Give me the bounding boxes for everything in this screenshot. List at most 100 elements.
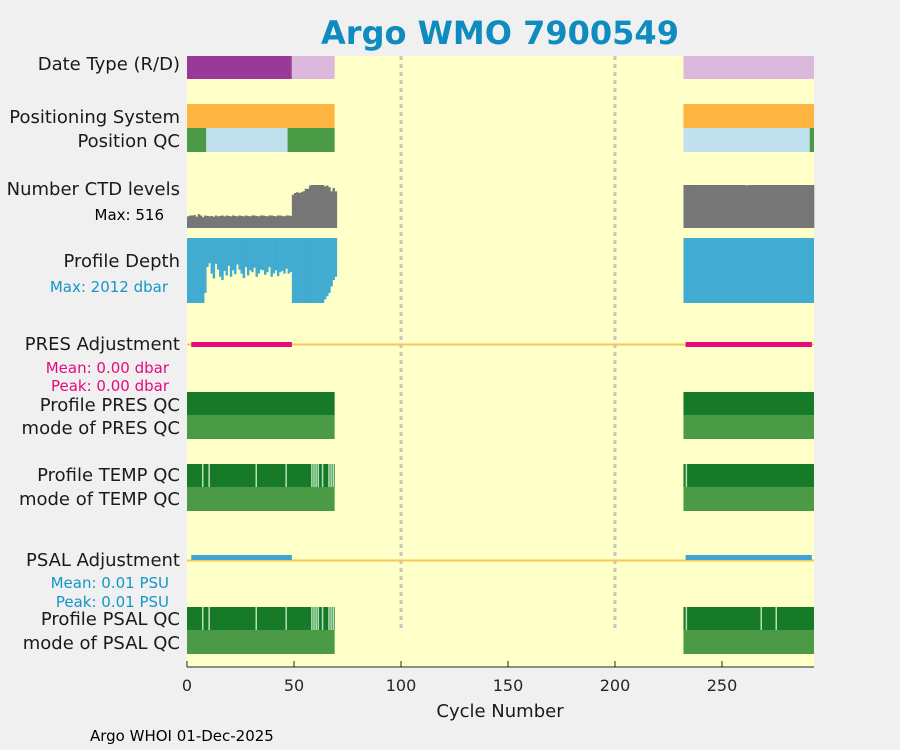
- ctd-levels-late-bar-272: [769, 185, 772, 228]
- ctd-levels-late-bar-285: [796, 185, 800, 228]
- ctd-levels-bar-37: [266, 216, 269, 228]
- ctd-levels-bar-7: [201, 217, 205, 228]
- profile-depth-bar-55: [304, 238, 308, 303]
- profile-depth-bar-18: [225, 238, 228, 276]
- profile-depth-bar-19: [227, 238, 231, 266]
- ctd-levels-late-bar-232: [683, 185, 686, 228]
- ctd-levels-bar-58: [311, 185, 314, 228]
- profile-psal-qc-pale-7: [201, 607, 204, 630]
- profile-temp-qc-segment-1: [683, 464, 814, 487]
- profile-depth-bar-0: [187, 238, 190, 303]
- ctd-levels-bar-19: [227, 215, 231, 228]
- ctd-levels-bar-6: [199, 215, 203, 228]
- row-label-mode-temp-qc: mode of TEMP QC: [19, 489, 180, 510]
- ctd-levels-bar-36: [264, 215, 267, 228]
- ctd-levels-late-bar-288: [803, 185, 806, 228]
- row-label-psal-adjustment: PSAL Adjustment: [26, 550, 180, 571]
- mode-psal-qc-segment-1: [683, 630, 814, 654]
- ctd-levels-late-bar-239: [698, 185, 701, 228]
- ctd-levels-late-bar-244: [709, 185, 712, 228]
- profile-depth-bar-65: [326, 238, 329, 297]
- profile-depth-bar-49: [291, 238, 295, 303]
- ctd-levels-bar-11: [210, 215, 213, 228]
- ctd-levels-late-bar-252: [726, 185, 729, 228]
- row-label-ctd-levels: Number CTD levels: [7, 179, 180, 200]
- ctd-levels-bar-62: [319, 185, 323, 228]
- ctd-levels-bar-41: [274, 216, 278, 228]
- ctd-levels-late-bar-292: [811, 185, 815, 228]
- row-label-pres-adjustment: PRES Adjustment: [25, 334, 180, 355]
- profile-depth-bar-69: [334, 238, 338, 277]
- ctd-levels-bar-40: [272, 215, 276, 228]
- mode-pres-qc-segment-0: [187, 415, 335, 439]
- footer-text: Argo WHOI 01-Dec-2025: [90, 727, 274, 745]
- ctd-levels-late-bar-263: [749, 185, 753, 228]
- profile-depth-bar-43: [279, 238, 282, 273]
- profile-depth-bar-22: [234, 238, 237, 275]
- ctd-levels-late-bar-234: [687, 185, 691, 228]
- ctd-levels-bar-61: [317, 185, 320, 228]
- profile-depth-bar-50: [293, 238, 297, 303]
- profile-psal-qc-segment-0: [187, 607, 335, 630]
- profile-depth-bar-33: [257, 238, 261, 274]
- depth-max-text: Max: 2012 dbar: [50, 278, 169, 296]
- ctd-levels-bar-27: [244, 215, 248, 228]
- ctd-levels-bar-31: [253, 215, 256, 228]
- profile-depth-bar-20: [229, 238, 233, 277]
- ctd-levels-late-bar-260: [743, 185, 746, 228]
- ctd-levels-late-bar-267: [758, 185, 761, 228]
- profile-psal-qc-pale-68: [332, 607, 335, 630]
- ctd-levels-bar-53: [300, 192, 303, 228]
- profile-temp-qc-pale-60: [315, 464, 317, 487]
- ctd-levels-late-bar-286: [799, 185, 802, 228]
- row-label-mode-psal-qc: mode of PSAL QC: [23, 633, 180, 654]
- row-label-profile-psal-qc: Profile PSAL QC: [41, 609, 180, 630]
- profile-depth-bar-25: [240, 238, 243, 274]
- profile-depth-bar-38: [268, 238, 271, 268]
- ctd-levels-late-bar-245: [711, 185, 714, 228]
- ctd-levels-late-bar-246: [713, 185, 716, 228]
- profile-psal-qc-segment-1: [683, 607, 814, 630]
- profile-depth-bar-5: [197, 238, 201, 303]
- ctd-levels-bar-21: [231, 215, 235, 228]
- ctd-levels-bar-24: [238, 215, 241, 228]
- chart-title: Argo WMO 7900549: [321, 14, 679, 52]
- ctd-levels-late-bar-238: [696, 185, 699, 228]
- ctd-levels-bar-50: [293, 193, 297, 228]
- profile-depth-bar-15: [219, 238, 222, 277]
- profile-depth-bar-2: [191, 238, 194, 303]
- x-tick-label-200: 200: [600, 676, 631, 695]
- profile-depth-bar-27: [244, 238, 248, 268]
- ctd-levels-bar-14: [216, 216, 220, 228]
- ctd-levels-bar-56: [306, 188, 310, 228]
- ctd-levels-bar-65: [326, 185, 329, 228]
- ctd-levels-bar-8: [204, 215, 207, 228]
- ctd-levels-bar-20: [229, 216, 233, 228]
- pres-adjustment-segment-1: [685, 342, 812, 347]
- ctd-levels-late-bar-259: [741, 185, 744, 228]
- profile-depth-bar-67: [330, 238, 333, 287]
- profile-pres-qc-segment-1: [683, 392, 814, 415]
- ctd-levels-bar-35: [261, 215, 265, 228]
- ctd-levels-bar-42: [276, 215, 280, 228]
- profile-depth-bar-10: [208, 238, 211, 264]
- row-label-profile-pres-qc: Profile PRES QC: [40, 395, 180, 416]
- ctd-levels-late-bar-290: [807, 185, 811, 228]
- plot-background: [187, 56, 814, 667]
- ctd-levels-bar-13: [214, 215, 218, 228]
- ctd-levels-late-bar-242: [704, 185, 708, 228]
- profile-temp-qc-pale-63: [321, 464, 324, 487]
- profile-depth-bar-9: [206, 238, 209, 268]
- profile-depth-bar-62: [319, 238, 323, 303]
- profile-psal-qc-pale-233: [685, 607, 688, 630]
- profile-depth-bar-26: [242, 238, 246, 279]
- profile-depth-bar-21: [231, 238, 235, 271]
- ctd-levels-late-bar-280: [786, 185, 789, 228]
- profile-depth-bar-39: [270, 238, 273, 277]
- ctd-levels-late-bar-247: [715, 185, 719, 228]
- profile-depth-bar-30: [251, 238, 254, 273]
- ctd-levels-bar-4: [195, 216, 198, 228]
- profile-psal-qc-pale-58: [311, 607, 313, 630]
- ctd-levels-bar-45: [283, 216, 286, 228]
- pres-peak-text: Peak: 0.00 dbar: [51, 377, 170, 395]
